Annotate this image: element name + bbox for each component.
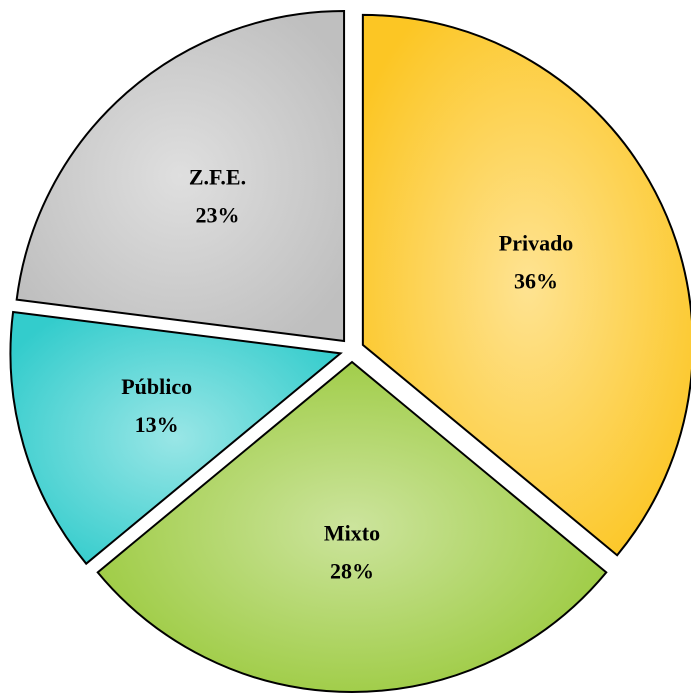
pie-slice	[96, 360, 608, 693]
slice-value-label: 23%	[195, 202, 239, 227]
pie-slice	[15, 9, 346, 343]
slice-value-label: 28%	[330, 558, 374, 583]
slice-value-label: 36%	[514, 268, 558, 293]
pie-slice	[361, 13, 691, 557]
slice-label: Privado	[499, 230, 574, 255]
slice-label: Mixto	[324, 520, 380, 545]
slice-label: Z.F.E.	[189, 164, 246, 189]
slice-label: Público	[121, 374, 192, 399]
slice-value-label: 13%	[135, 412, 179, 437]
pie-slice	[9, 310, 343, 566]
